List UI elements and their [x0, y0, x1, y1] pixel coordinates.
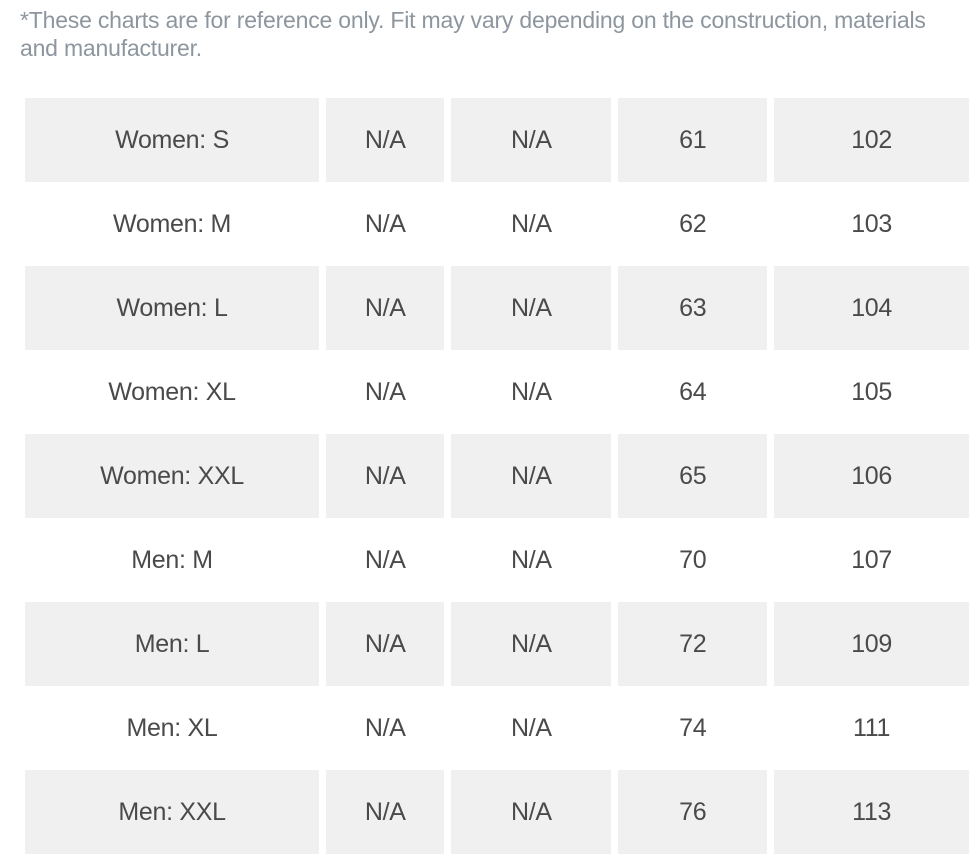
- table-cell: N/A: [511, 713, 552, 742]
- table-cell: N/A: [451, 434, 612, 518]
- table-cell: N/A: [364, 713, 406, 742]
- size-cell: Men: XXL: [25, 770, 320, 854]
- table-row: Men: XXL N/A N/A 76 113: [25, 770, 969, 854]
- table-cell: N/A: [511, 545, 552, 574]
- table-cell: 65: [618, 434, 768, 518]
- table-cell: 62: [679, 209, 707, 238]
- table-cell: 64: [679, 377, 707, 406]
- table-row: Men: M N/A N/A 70 107: [25, 518, 969, 602]
- size-cell: Women: S: [25, 98, 320, 182]
- table-cell: N/A: [326, 770, 445, 854]
- table-cell: N/A: [326, 434, 445, 518]
- table-cell: 109: [774, 602, 969, 686]
- table-cell: N/A: [451, 770, 612, 854]
- table-cell: N/A: [326, 266, 445, 350]
- table-cell: 106: [774, 434, 969, 518]
- table-cell: N/A: [511, 377, 552, 406]
- size-cell: Men: L: [25, 602, 320, 686]
- size-cell: Men: M: [131, 545, 213, 574]
- table-cell: 104: [774, 266, 969, 350]
- table-cell: 113: [774, 770, 969, 854]
- size-cell: Men: XL: [126, 713, 218, 742]
- size-cell: Women: XL: [108, 377, 236, 406]
- table-cell: 74: [679, 713, 707, 742]
- size-cell: Women: M: [113, 209, 232, 238]
- table-row: Women: M N/A N/A 62 103: [25, 182, 969, 266]
- table-cell: 111: [853, 713, 891, 742]
- table-row: Women: XXL N/A N/A 65 106: [25, 434, 969, 518]
- table-cell: N/A: [511, 209, 552, 238]
- table-cell: N/A: [451, 602, 612, 686]
- table-cell: 102: [774, 98, 969, 182]
- table-cell: 103: [851, 209, 892, 238]
- table-cell: 72: [618, 602, 768, 686]
- table-row: Women: S N/A N/A 61 102: [25, 98, 969, 182]
- table-row: Women: L N/A N/A 63 104: [25, 266, 969, 350]
- table-cell: 63: [618, 266, 768, 350]
- size-cell: Women: XXL: [25, 434, 320, 518]
- table-cell: 107: [851, 545, 892, 574]
- table-cell: 105: [851, 377, 892, 406]
- table-cell: 70: [679, 545, 707, 574]
- table-cell: N/A: [451, 98, 612, 182]
- table-row: Men: XL N/A N/A 74 111: [25, 686, 969, 770]
- table-cell: N/A: [364, 209, 406, 238]
- size-chart-table: Women: S N/A N/A 61 102 Women: M N/A N/A…: [18, 98, 976, 854]
- table-row: Men: L N/A N/A 72 109: [25, 602, 969, 686]
- table-cell: 61: [618, 98, 768, 182]
- table-cell: N/A: [364, 377, 406, 406]
- table-cell: 76: [618, 770, 768, 854]
- table-row: Women: XL N/A N/A 64 105: [25, 350, 969, 434]
- table-cell: N/A: [326, 602, 445, 686]
- table-cell: N/A: [364, 545, 406, 574]
- size-cell: Women: L: [25, 266, 320, 350]
- reference-note: *These charts are for reference only. Fi…: [20, 7, 926, 61]
- table-cell: N/A: [326, 98, 445, 182]
- table-cell: N/A: [451, 266, 612, 350]
